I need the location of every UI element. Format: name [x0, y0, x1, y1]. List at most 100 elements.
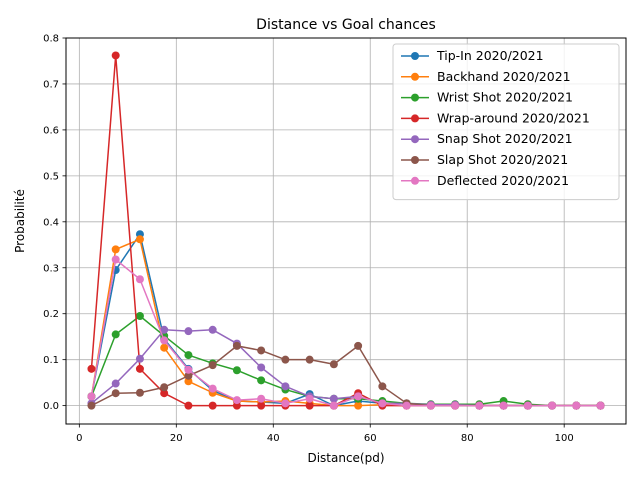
data-point — [135, 388, 144, 397]
data-point — [184, 351, 193, 360]
data-point — [184, 365, 193, 374]
y-tick-label: 0.1 — [43, 355, 59, 366]
legend-item: Slap Shot 2020/2021 — [401, 152, 568, 167]
series-group — [87, 51, 605, 410]
data-point — [523, 401, 532, 410]
legend-swatch-marker — [411, 93, 419, 102]
legend-label: Wrap-around 2020/2021 — [437, 110, 590, 125]
data-point — [135, 364, 144, 373]
legend-swatch-marker — [411, 114, 419, 123]
data-point — [281, 399, 290, 408]
data-point — [281, 382, 290, 391]
legend-item: Backhand 2020/2021 — [401, 69, 571, 84]
legend-swatch-marker — [411, 176, 419, 185]
data-point — [354, 341, 363, 350]
series-line — [90, 258, 601, 407]
data-point — [135, 312, 144, 321]
legend-item: Deflected 2020/2021 — [401, 173, 569, 188]
data-point — [257, 363, 266, 372]
y-tick-label: 0.7 — [43, 79, 59, 90]
data-point — [378, 399, 387, 408]
data-point — [329, 401, 338, 410]
data-point — [111, 255, 120, 264]
data-point — [305, 355, 314, 364]
data-point — [257, 376, 266, 385]
legend-swatch-marker — [411, 72, 419, 81]
data-point — [451, 401, 460, 410]
data-point — [111, 379, 120, 388]
legend-item: Tip-In 2020/2021 — [401, 48, 544, 63]
data-point — [305, 394, 314, 403]
data-point — [135, 354, 144, 363]
data-point — [354, 392, 363, 401]
y-tick-label: 0.4 — [43, 217, 59, 228]
data-point — [160, 383, 169, 392]
data-point — [160, 343, 169, 352]
y-tick-label: 0.5 — [43, 171, 59, 182]
plot-frame — [65, 37, 627, 425]
data-point — [232, 366, 241, 375]
series-line — [90, 238, 601, 407]
y-tick-label: 0.2 — [43, 309, 59, 320]
legend: Tip-In 2020/2021 Backhand 2020/2021 Wrist … — [392, 43, 620, 201]
chart-title: Distance vs Goal chances — [256, 17, 436, 33]
data-point — [499, 401, 508, 410]
y-tick-label: 0.3 — [43, 263, 59, 274]
data-point — [111, 330, 120, 339]
legend-label: Snap Shot 2020/2021 — [437, 131, 573, 146]
data-point — [111, 389, 120, 398]
data-point — [208, 384, 217, 393]
x-tick-label: 40 — [267, 433, 280, 444]
legend-label: Tip-In 2020/2021 — [436, 48, 544, 63]
data-point — [184, 377, 193, 386]
data-point — [111, 245, 120, 254]
data-point — [135, 275, 144, 284]
data-point — [87, 392, 96, 401]
data-point — [475, 401, 484, 410]
data-point — [135, 235, 144, 244]
legend-frame — [392, 43, 620, 201]
legend-swatch-marker — [411, 156, 419, 164]
data-point — [160, 389, 169, 398]
data-point — [572, 401, 581, 410]
axis-ticks: 0 20 40 60 80 100 0.0 0.1 0.2 0.3 0.4 0.5 0.6 0.7 0.8 — [43, 34, 574, 445]
legend-label: Deflected 2020/2021 — [437, 173, 569, 188]
data-point — [354, 401, 363, 410]
data-point — [184, 401, 193, 410]
data-point — [548, 401, 557, 410]
data-point — [257, 401, 266, 410]
data-point — [281, 355, 290, 364]
x-tick-label: 0 — [76, 433, 82, 444]
data-point — [87, 364, 96, 373]
series-line — [91, 345, 601, 407]
data-point — [160, 336, 169, 345]
data-point — [184, 327, 193, 336]
legend-swatch-marker — [411, 135, 419, 144]
data-point — [208, 361, 217, 370]
legend-item: Wrist Shot 2020/2021 — [401, 90, 573, 105]
data-point — [402, 401, 411, 410]
data-point — [305, 401, 314, 410]
legend-label: Wrist Shot 2020/2021 — [437, 90, 573, 105]
data-point — [87, 401, 96, 410]
series-1 — [87, 230, 605, 410]
data-point — [184, 371, 193, 380]
x-tick-label: 20 — [170, 433, 183, 444]
data-point — [257, 346, 266, 355]
x-tick-label: 100 — [555, 433, 574, 444]
y-axis-label: Probabilité — [13, 189, 27, 253]
data-point — [426, 401, 435, 410]
legend-label: Backhand 2020/2021 — [437, 69, 571, 84]
data-point — [208, 401, 217, 410]
series-line — [90, 233, 601, 407]
data-point — [232, 401, 241, 410]
data-point — [378, 382, 387, 391]
series-7 — [87, 255, 605, 410]
legend-label: Slap Shot 2020/2021 — [437, 152, 568, 167]
data-point — [329, 360, 338, 369]
data-point — [208, 325, 217, 334]
y-tick-label: 0.6 — [43, 125, 59, 136]
data-point — [596, 401, 605, 410]
